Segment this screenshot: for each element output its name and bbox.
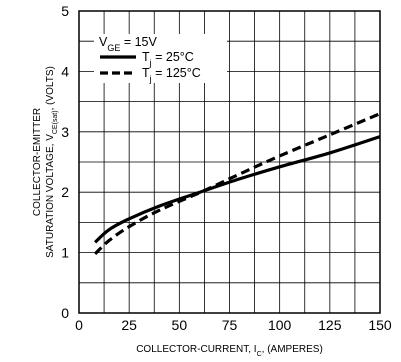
x-tick-label: 25 (121, 317, 137, 333)
series-line-dashed (93, 112, 381, 255)
y-tick-label: 3 (61, 124, 69, 140)
legend-header: VGE = 15V (99, 35, 158, 53)
x-tick-label: 50 (172, 317, 188, 333)
axis-ticks: 0 25 50 75 100 125 150 0 1 2 3 4 5 (61, 3, 392, 333)
x-tick-label: 75 (222, 317, 238, 333)
x-tick-label: 0 (75, 317, 83, 333)
y-tick-label: 0 (61, 305, 69, 321)
y-axis-label-line1: COLLECTOR-EMITTER (32, 108, 43, 216)
plot-frame (78, 10, 381, 314)
legend-entry-label: Tj = 25°C (142, 50, 194, 68)
x-tick-label: 150 (368, 317, 392, 333)
y-tick-label: 4 (61, 63, 69, 79)
y-axis-label-line2: SATURATION VOLTAGE, VCE(sat), (VOLTS) (45, 66, 59, 258)
y-tick-label: 1 (61, 245, 69, 261)
legend-entry-label: Tj = 125°C (142, 66, 201, 84)
y-tick-label: 5 (61, 3, 69, 19)
series-layer (93, 112, 381, 255)
grid (79, 11, 380, 313)
x-axis-label: COLLECTOR-CURRENT, IC, (AMPERES) (136, 344, 323, 358)
x-tick-label: 100 (268, 317, 292, 333)
y-tick-label: 2 (61, 184, 69, 200)
x-tick-label: 125 (318, 317, 342, 333)
series-line-solid (93, 135, 381, 244)
